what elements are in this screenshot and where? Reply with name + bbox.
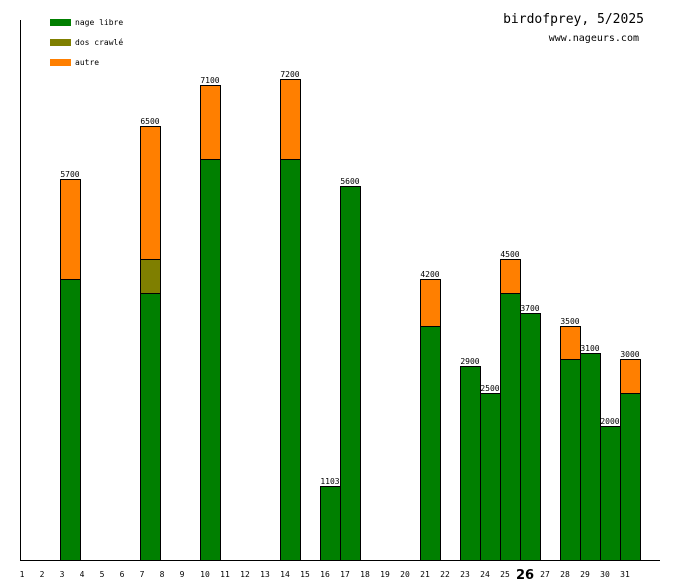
bar-segment-nage-libre-day-17 — [340, 186, 361, 561]
bar-segment-autre-day-10 — [200, 85, 221, 160]
value-label-day-17: 5600 — [340, 177, 359, 186]
bar-segment-autre-day-21 — [420, 279, 441, 327]
x-tick-label-24: 24 — [480, 570, 490, 579]
bar-segment-autre-day-14 — [280, 79, 301, 160]
value-label-day-21: 4200 — [420, 270, 439, 279]
bar-segment-autre-day-25 — [500, 259, 521, 294]
bar-segment-nage-libre-day-26 — [520, 313, 541, 561]
value-label-day-31: 3000 — [620, 350, 639, 359]
x-tick-label-21: 21 — [420, 570, 430, 579]
x-tick-label-23: 23 — [460, 570, 470, 579]
x-tick-label-5: 5 — [100, 570, 105, 579]
bar-segment-dos-crawle-day-7 — [140, 259, 161, 294]
x-tick-label-28: 28 — [560, 570, 570, 579]
x-tick-label-15: 15 — [300, 570, 310, 579]
x-tick-label-27: 27 — [540, 570, 550, 579]
value-label-day-29: 3100 — [580, 344, 599, 353]
x-tick-label-22: 22 — [440, 570, 450, 579]
legend-swatch-dos-crawle — [50, 39, 71, 46]
x-tick-label-8: 8 — [160, 570, 165, 579]
x-tick-label-2: 2 — [40, 570, 45, 579]
bar-segment-nage-libre-day-21 — [420, 326, 441, 561]
legend-swatch-autre — [50, 59, 71, 66]
bar-segment-autre-day-7 — [140, 126, 161, 260]
chart-title: birdofprey, 5/2025 — [503, 12, 644, 27]
x-tick-label-20: 20 — [400, 570, 410, 579]
bar-segment-nage-libre-day-29 — [580, 353, 601, 561]
bar-segment-nage-libre-day-28 — [560, 359, 581, 561]
value-labels-group: 5700 6500 7100 7200 1103 5600 4200 2900 2500 4500… — [60, 70, 639, 486]
x-tick-label-16: 16 — [320, 570, 330, 579]
value-label-day-3: 5700 — [60, 170, 79, 179]
x-tick-label-7: 7 — [140, 570, 145, 579]
x-tick-label-31: 31 — [620, 570, 630, 579]
x-tick-label-29: 29 — [580, 570, 590, 579]
bar-segment-nage-libre-day-14 — [280, 159, 301, 561]
bar-segment-nage-libre-day-10 — [200, 159, 221, 561]
bar-segment-nage-libre-day-7 — [140, 293, 161, 561]
chart-subtitle: www.nageurs.com — [549, 33, 639, 44]
bar-segment-autre-day-28 — [560, 326, 581, 360]
value-label-day-10: 7100 — [200, 76, 219, 85]
bar-segment-autre-day-3 — [60, 179, 81, 280]
value-label-day-25: 4500 — [500, 250, 519, 259]
bars-group — [60, 79, 641, 561]
bar-segment-nage-libre-day-30 — [600, 426, 621, 561]
x-tick-label-9: 9 — [180, 570, 185, 579]
x-tick-label-6: 6 — [120, 570, 125, 579]
x-tick-label-13: 13 — [260, 570, 270, 579]
x-tick-labels: 1 2 3 4 5 6 7 8 9 10 11 12 13 14 15 16 17 18 19 20 21 22 23 24 2… — [20, 568, 630, 580]
value-label-day-30: 2000 — [600, 417, 619, 426]
x-tick-label-11: 11 — [220, 570, 230, 579]
legend: nage libre dos crawlé autre — [50, 18, 123, 67]
value-label-day-26: 3700 — [520, 304, 539, 313]
x-tick-label-14: 14 — [280, 570, 290, 579]
x-tick-label-4: 4 — [80, 570, 85, 579]
value-label-day-23: 2900 — [460, 357, 479, 366]
x-tick-label-1: 1 — [20, 570, 25, 579]
value-label-day-16: 1103 — [320, 477, 339, 486]
legend-label-dos-crawle: dos crawlé — [75, 37, 123, 47]
x-tick-label-19: 19 — [380, 570, 390, 579]
x-tick-label-30: 30 — [600, 570, 610, 579]
bar-segment-nage-libre-day-25 — [500, 293, 521, 561]
bar-segment-nage-libre-day-23 — [460, 366, 481, 561]
legend-label-nage-libre: nage libre — [75, 18, 123, 27]
legend-swatch-nage-libre — [50, 19, 71, 26]
x-tick-label-17: 17 — [340, 570, 350, 579]
x-tick-label-12: 12 — [240, 570, 250, 579]
value-label-day-7: 6500 — [140, 117, 159, 126]
legend-label-autre: autre — [75, 58, 99, 67]
x-tick-label-18: 18 — [360, 570, 370, 579]
x-tick-label-26: 26 — [516, 568, 534, 580]
x-tick-label-10: 10 — [200, 570, 210, 579]
value-label-day-28: 3500 — [560, 317, 579, 326]
x-tick-label-3: 3 — [60, 570, 65, 579]
bar-segment-autre-day-31 — [620, 359, 641, 394]
bar-segment-nage-libre-day-3 — [60, 279, 81, 561]
value-label-day-24: 2500 — [480, 384, 499, 393]
bar-segment-nage-libre-day-16 — [320, 486, 341, 561]
bar-segment-nage-libre-day-24 — [480, 393, 501, 561]
x-tick-label-25: 25 — [500, 570, 510, 579]
bar-segment-nage-libre-day-31 — [620, 393, 641, 561]
value-label-day-14: 7200 — [280, 70, 299, 79]
